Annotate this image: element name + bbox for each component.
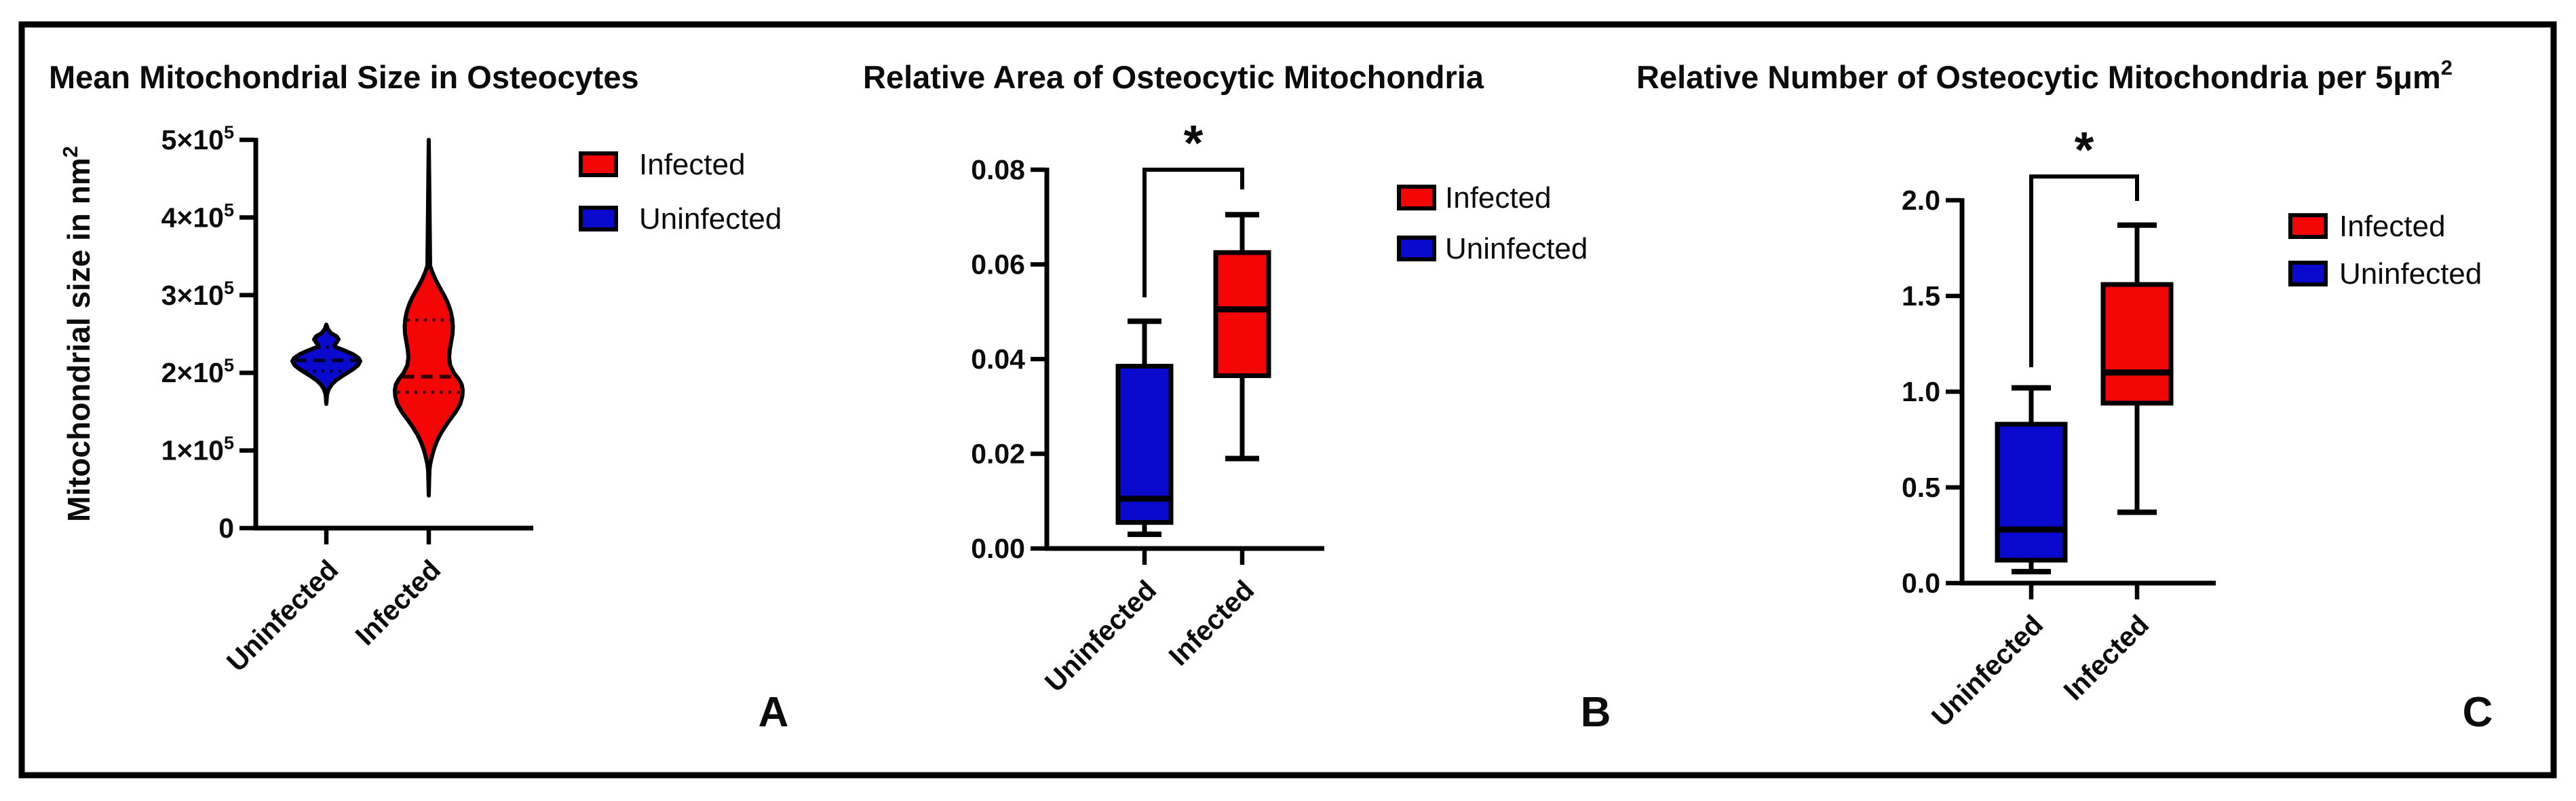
legend-swatch-uninfected [2288, 261, 2328, 286]
y-tick-label: 3×105 [161, 278, 234, 311]
legend-label-infected: Infected [1445, 181, 1552, 215]
legend-label-infected: Infected [639, 148, 746, 181]
y-tick-label: 0.00 [971, 533, 1025, 564]
significance-asterisk: * [1184, 115, 1204, 171]
box-uninfected [1995, 422, 2068, 563]
violin-uninfected [290, 322, 362, 406]
y-tick-label: 0.08 [971, 154, 1025, 185]
legend-label-uninfected: Uninfected [1445, 232, 1588, 265]
y-tick-label: 0 [218, 513, 234, 544]
significance-asterisk: * [2075, 122, 2094, 178]
significance-bracket [2029, 174, 2139, 367]
y-tick-label: 0.02 [971, 439, 1025, 470]
y-tick-label: 1×105 [161, 433, 234, 466]
legend-label-uninfected: Uninfected [2339, 257, 2482, 291]
box-infected [1213, 250, 1271, 378]
panel-letter-a: A [758, 689, 789, 736]
y-tick-label: 1.5 [1902, 280, 1940, 312]
panel-a: Mean Mitochondrial Size in Osteocytes Mit… [49, 59, 788, 736]
y-tick-label: 2.0 [1902, 185, 1940, 216]
y-axis-title: Mitochondrial size in nm2 [58, 146, 96, 522]
legend-swatch-infected [2288, 213, 2328, 239]
y-tick-label: 0.0 [1902, 567, 1940, 599]
y-tick-label: 1.0 [1902, 376, 1940, 407]
panel-title: Mean Mitochondrial Size in Osteocytes [49, 59, 639, 95]
panel-title: Relative Number of Osteocytic Mitochondr… [1636, 56, 2453, 95]
panel-b: Relative Area of Osteocytic Mitochondria… [863, 59, 1611, 736]
box-infected [2100, 282, 2174, 406]
y-tick-label: 0.04 [971, 343, 1025, 375]
violin-infected [393, 138, 465, 498]
legend-label-infected: Infected [2339, 210, 2446, 243]
significance-bracket [1142, 168, 1244, 297]
y-tick-label: 0.06 [971, 249, 1025, 280]
panel-title: Relative Area of Osteocytic Mitochondria [863, 59, 1484, 95]
y-tick-label: 4×105 [161, 200, 234, 233]
legend-swatch-infected [579, 151, 618, 177]
panel-letter-c: C [2463, 689, 2493, 736]
legend-swatch-uninfected [579, 206, 618, 231]
y-tick-label: 2×105 [161, 355, 234, 388]
y-tick-label: 5×105 [161, 122, 234, 155]
legend-swatch-uninfected [1397, 236, 1436, 261]
y-tick-label: 0.5 [1902, 472, 1940, 503]
legend-label-uninfected: Uninfected [639, 202, 782, 236]
panel-letter-b: B [1581, 689, 1611, 736]
legend-swatch-infected [1397, 185, 1436, 210]
